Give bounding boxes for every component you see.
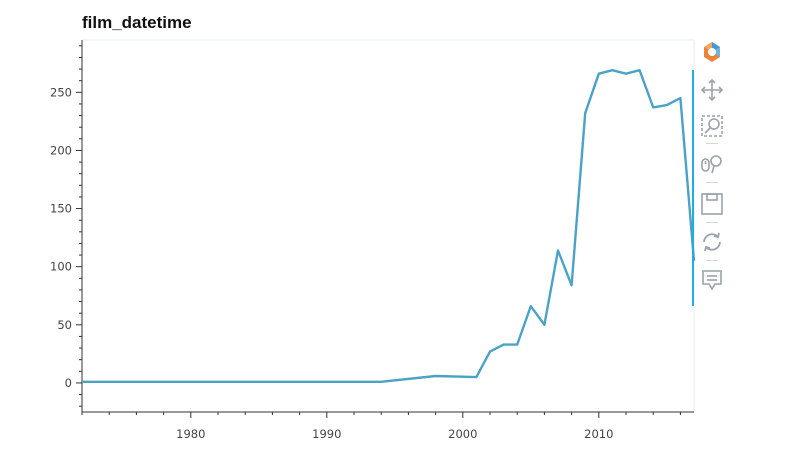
plot-frame: [81, 39, 695, 413]
x-tick-label: 2000: [448, 427, 477, 441]
x-tick-label: 2010: [584, 427, 613, 441]
series-line: [82, 68, 696, 383]
toolbar-separator: [706, 143, 718, 144]
series-layer: [81, 68, 696, 383]
pan-tool-icon[interactable]: [700, 78, 724, 102]
hover-tool-icon[interactable]: [700, 268, 724, 292]
y-tick-label: 0: [65, 376, 72, 390]
chart-title: film_datetime: [82, 13, 192, 32]
toolbar-separator: [706, 260, 718, 261]
toolbar-separator: [706, 182, 718, 183]
x-tick-label: 1990: [312, 427, 341, 441]
box-zoom-tool-icon[interactable]: [700, 114, 724, 138]
bokeh-logo-icon[interactable]: [700, 40, 724, 64]
x-tick-label: 1980: [176, 427, 205, 441]
axes: 0 50 100 150 200 250 1980 1990 2000 2010: [50, 40, 694, 441]
toolbar: [692, 36, 732, 306]
toolbar-separator: [706, 222, 718, 223]
y-tick-label: 150: [50, 202, 72, 216]
save-tool-icon[interactable]: [700, 192, 724, 216]
y-tick-label: 50: [57, 318, 72, 332]
y-tick-label: 100: [50, 260, 72, 274]
wheel-zoom-tool-icon[interactable]: [700, 152, 724, 176]
y-tick-label: 200: [50, 143, 72, 157]
y-tick-label: 250: [50, 85, 72, 99]
reset-tool-icon[interactable]: [700, 230, 724, 254]
active-tools-indicator: [692, 70, 694, 306]
